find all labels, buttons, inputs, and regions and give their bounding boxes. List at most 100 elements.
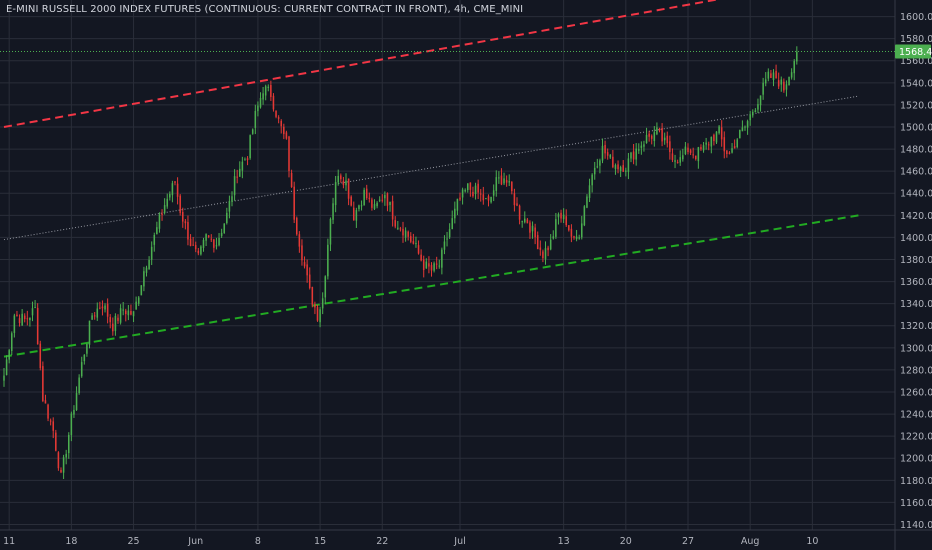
candle-body bbox=[614, 165, 617, 169]
candle-body bbox=[555, 219, 557, 237]
candle-body bbox=[73, 409, 75, 415]
candle-body bbox=[329, 218, 332, 245]
candle-body bbox=[697, 147, 700, 162]
candle-body bbox=[166, 198, 169, 207]
candle-body bbox=[612, 156, 614, 168]
candle-body bbox=[298, 234, 301, 247]
candle-body bbox=[368, 197, 371, 199]
candle-body bbox=[36, 307, 39, 345]
candle-body bbox=[617, 164, 619, 170]
candle-body bbox=[363, 189, 365, 206]
y-tick-label: 1220.0 bbox=[900, 432, 932, 443]
candle-body bbox=[552, 236, 555, 239]
candle-body bbox=[55, 432, 57, 451]
candle-body bbox=[371, 199, 373, 208]
candle-body bbox=[637, 149, 640, 151]
candle-body bbox=[241, 161, 244, 171]
candle-body bbox=[682, 155, 684, 160]
candle-body bbox=[783, 81, 785, 91]
candle-body bbox=[746, 121, 749, 128]
candle-body bbox=[715, 131, 718, 143]
candle-body bbox=[578, 237, 580, 239]
candle-body bbox=[345, 180, 347, 186]
candle-body bbox=[694, 155, 697, 160]
candle-body bbox=[31, 308, 34, 316]
candle-body bbox=[531, 225, 534, 232]
candle-body bbox=[52, 421, 55, 431]
candle-body bbox=[192, 244, 194, 246]
candle-body bbox=[477, 183, 479, 193]
candle-body bbox=[207, 235, 210, 237]
candle-body bbox=[438, 265, 441, 267]
candle-body bbox=[44, 400, 47, 404]
candle-body bbox=[461, 189, 464, 198]
candle-body bbox=[91, 315, 93, 320]
candle-body bbox=[365, 188, 368, 199]
candle-body bbox=[106, 303, 109, 317]
candle-body bbox=[653, 132, 656, 141]
candle-body bbox=[340, 175, 342, 180]
candle-body bbox=[275, 111, 277, 117]
candle-body bbox=[469, 182, 472, 190]
candle-body bbox=[656, 127, 658, 135]
candle-body bbox=[404, 230, 407, 238]
candle-body bbox=[640, 145, 643, 148]
candle-body bbox=[557, 213, 560, 218]
candle-body bbox=[176, 183, 179, 197]
candle-body bbox=[391, 201, 394, 220]
candle-body bbox=[143, 271, 145, 287]
candle-body bbox=[67, 434, 70, 454]
candle-body bbox=[205, 234, 207, 241]
candle-body bbox=[251, 129, 254, 134]
candle-body bbox=[246, 158, 249, 161]
candle-body bbox=[606, 152, 609, 156]
candle-body bbox=[521, 221, 523, 223]
candle-body bbox=[112, 323, 114, 332]
candle-body bbox=[373, 204, 376, 209]
candle-body bbox=[687, 147, 689, 153]
candle-body bbox=[334, 182, 337, 206]
candle-body bbox=[109, 317, 112, 323]
candle-body bbox=[397, 227, 399, 229]
candle-body bbox=[360, 205, 363, 207]
candle-body bbox=[295, 217, 298, 235]
x-tick-label: 22 bbox=[376, 536, 388, 547]
candle-body bbox=[767, 71, 770, 79]
candle-body bbox=[666, 135, 669, 144]
candle-body bbox=[347, 178, 350, 199]
candle-body bbox=[645, 134, 648, 144]
candle-body bbox=[288, 136, 290, 172]
candle-body bbox=[503, 178, 505, 184]
candle-body bbox=[99, 307, 101, 309]
candle-body bbox=[402, 228, 404, 236]
y-tick-label: 1400.0 bbox=[900, 233, 932, 244]
candle-body bbox=[130, 311, 132, 315]
candle-body bbox=[293, 186, 295, 220]
candle-body bbox=[337, 175, 340, 183]
candle-body bbox=[26, 318, 29, 320]
candle-body bbox=[314, 304, 316, 308]
candle-body bbox=[308, 274, 311, 289]
candle-body bbox=[593, 167, 596, 175]
candle-body bbox=[560, 212, 562, 219]
candle-body bbox=[490, 196, 492, 203]
candle-body bbox=[270, 84, 272, 97]
candle-body bbox=[75, 393, 78, 411]
x-tick-label: 8 bbox=[255, 536, 261, 547]
candle-body bbox=[526, 219, 529, 224]
y-tick-label: 1500.0 bbox=[900, 122, 932, 133]
candle-body bbox=[466, 183, 469, 191]
candle-body bbox=[568, 225, 570, 231]
candle-body bbox=[479, 193, 482, 195]
candle-body bbox=[573, 236, 575, 238]
candle-body bbox=[8, 350, 10, 360]
candle-body bbox=[376, 202, 378, 207]
candle-body bbox=[47, 404, 49, 419]
candle-body bbox=[161, 213, 163, 215]
candle-body bbox=[350, 196, 352, 206]
candle-body bbox=[197, 250, 200, 254]
candle-body bbox=[669, 141, 671, 153]
candle-body bbox=[433, 263, 435, 271]
candle-body bbox=[122, 309, 124, 311]
